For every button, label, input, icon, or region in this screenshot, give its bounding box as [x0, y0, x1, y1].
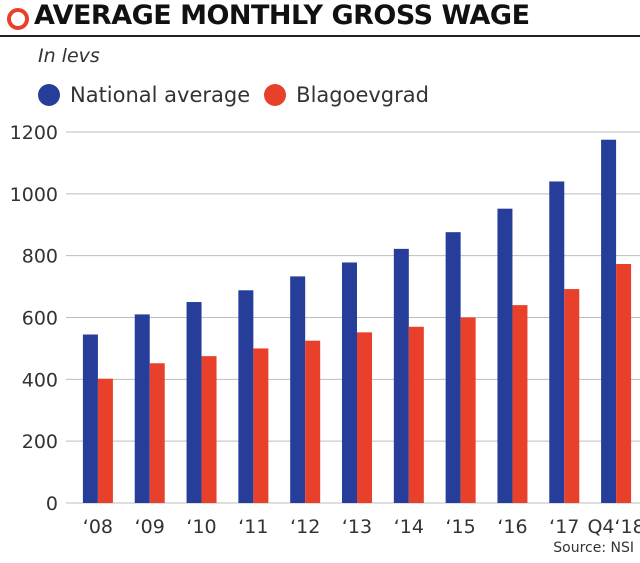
x-tick-label: Q4‘18 — [587, 516, 640, 538]
x-tick-label: ‘13 — [342, 516, 372, 538]
bar-national — [445, 232, 461, 504]
y-tick-label: 400 — [22, 369, 58, 391]
legend-label-blagoevgrad: Blagoevgrad — [296, 83, 429, 107]
x-tick-label: ‘10 — [186, 516, 216, 538]
bar-national — [497, 208, 513, 503]
bar-national — [549, 181, 565, 503]
bar-blagoevgrad — [564, 289, 580, 503]
legend: National average Blagoevgrad — [38, 82, 443, 108]
bar-national — [290, 276, 306, 503]
legend-swatch-blagoevgrad — [264, 84, 287, 106]
bar-blagoevgrad — [616, 264, 632, 503]
bar-blagoevgrad — [305, 340, 321, 503]
bar-national — [82, 334, 98, 503]
x-tick-label: ‘09 — [135, 516, 165, 538]
legend-item-national: National average — [38, 83, 250, 107]
bar-blagoevgrad — [97, 378, 113, 503]
y-tick-label: 200 — [22, 431, 58, 453]
bar-blagoevgrad — [253, 348, 269, 503]
x-tick-label: ‘08 — [83, 516, 113, 538]
chart-title: AVERAGE MONTHLY GROSS WAGE — [34, 0, 530, 31]
legend-label-national: National average — [70, 83, 251, 107]
y-tick-label: 0 — [46, 493, 58, 515]
bar-blagoevgrad — [357, 332, 372, 503]
x-tick-label: ‘14 — [394, 516, 424, 538]
bar-national — [342, 262, 357, 503]
bar-blagoevgrad — [408, 326, 424, 503]
y-tick-label: 1200 — [10, 122, 58, 144]
x-tick-label: ‘17 — [549, 516, 579, 538]
x-tick-label: ‘11 — [238, 516, 268, 538]
bar-national — [134, 314, 150, 503]
y-tick-label: 600 — [22, 308, 58, 330]
circle-bullet-icon — [7, 8, 29, 30]
x-tick-label: ‘12 — [290, 516, 320, 538]
bar-blagoevgrad — [201, 356, 217, 503]
x-tick-label: ‘15 — [446, 516, 476, 538]
bar-blagoevgrad — [512, 305, 528, 503]
bar-blagoevgrad — [149, 363, 165, 503]
bar-national — [238, 290, 254, 503]
bar-blagoevgrad — [460, 317, 476, 503]
chart-subtitle: In levs — [38, 45, 100, 67]
legend-swatch-national — [38, 84, 60, 106]
y-tick-label: 1000 — [10, 184, 58, 206]
legend-item-blagoevgrad: Blagoevgrad — [264, 83, 429, 107]
title-divider — [0, 35, 640, 37]
bar-national — [393, 248, 409, 503]
bar-national — [601, 139, 617, 503]
y-tick-label: 800 — [22, 246, 58, 268]
source-note: Source: NSI — [553, 540, 634, 556]
x-tick-label: ‘16 — [497, 516, 527, 538]
bar-national — [186, 302, 202, 503]
bar-chart: 0 200 400 600 800 1000 1200 ‘08 ‘09 ‘10 ‘11 ‘12 ‘13 ‘… — [10, 122, 640, 538]
